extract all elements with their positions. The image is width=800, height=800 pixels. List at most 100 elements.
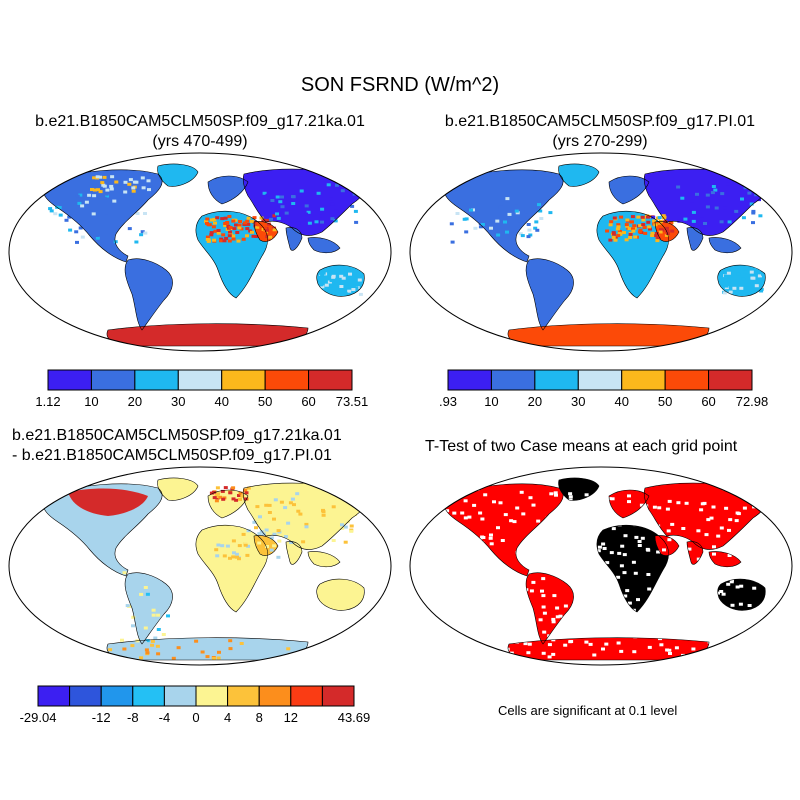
panel-2-case: b.e21.B1850CAM5CLM50SP.f09_g17.PI.01 [444, 113, 756, 130]
colorbar-tick-label: 0 [192, 710, 199, 725]
coastline [708, 551, 742, 568]
landmass-greenland [157, 478, 198, 501]
colorbar-box [321, 685, 355, 707]
colorbar-box [134, 369, 179, 391]
colorbar-box [195, 685, 229, 707]
map-panel-3 [8, 466, 392, 666]
colorbar-2: .93 10 20 30 40 50 60 72.98 [439, 369, 768, 409]
colorbar-tick-label: -4 [159, 710, 171, 725]
coastline [307, 237, 341, 254]
panel-3-case-b: - b.e21.B1850CAM5CLM50SP.f09_g17.PI.01 [12, 447, 332, 464]
landmass-europe [609, 490, 649, 518]
coastline [654, 535, 680, 556]
coastline [285, 541, 303, 565]
map-border [409, 466, 793, 666]
landmass-greenland [558, 164, 599, 187]
colorbar-box [308, 369, 353, 391]
colorbar-tick-label: -29.04 [20, 710, 57, 725]
landmass-seAsia [709, 237, 741, 253]
panel-1-years: (yrs 470-499) [152, 133, 248, 150]
coastline [596, 210, 669, 299]
landmass-seAsia [308, 237, 340, 253]
colorbar-box [264, 369, 310, 391]
colorbar-box [47, 369, 92, 391]
colorbar-tick-label: 60 [301, 394, 315, 409]
colorbar-box [708, 369, 753, 391]
colorbar-box [100, 685, 134, 707]
colorbar-box [177, 369, 223, 391]
coastline [124, 258, 173, 331]
colorbar-tick-label: 20 [528, 394, 542, 409]
colorbar-tick-label: -12 [92, 710, 111, 725]
landmass-northAmerica [444, 169, 564, 262]
colorbar-tick-label: 10 [84, 394, 98, 409]
landmass-africa [195, 211, 268, 298]
coastline [717, 578, 766, 611]
map-panel-2 [409, 152, 793, 352]
landmass-india [687, 227, 703, 251]
colorbar-box [664, 369, 710, 391]
panel-2-title: b.e21.B1850CAM5CLM50SP.f09_g17.PI.01 (yr… [400, 112, 800, 152]
coastline [316, 578, 365, 611]
coastline [654, 221, 680, 242]
colorbar-tick-label: 4 [224, 710, 231, 725]
landmass-northAmerica [43, 169, 163, 262]
colorbar-tick-label: 30 [171, 394, 185, 409]
colorbar-tick-label: 43.69 [338, 710, 371, 725]
coastline [525, 258, 574, 331]
coastline [157, 163, 199, 187]
landmass-southAmerica [526, 258, 574, 330]
map-panel-1 [8, 152, 392, 352]
colorbar-tick-label: 20 [128, 394, 142, 409]
landmass-europe [609, 176, 649, 204]
colorbar-box [577, 369, 623, 391]
grid-cells [439, 486, 773, 659]
colorbar-tick-label: 40 [214, 394, 228, 409]
coastline [207, 175, 249, 205]
coastline [316, 264, 365, 297]
land-layer [439, 477, 773, 661]
coastline [608, 489, 650, 519]
colorbar-box [37, 685, 71, 707]
colorbar-tick-label: 12 [284, 710, 298, 725]
landmass-southAmerica [125, 258, 173, 330]
coastline [195, 210, 268, 299]
colorbar-tick-label: 50 [258, 394, 272, 409]
landmass-greenland [157, 164, 198, 187]
coastline [558, 163, 600, 187]
landmass-seAsia [308, 551, 340, 567]
coastline [307, 551, 341, 568]
map-border [409, 152, 793, 352]
colorbar-tick-label: 50 [658, 394, 672, 409]
colorbar-1: 1.12 10 20 30 40 50 60 73.51 [35, 369, 368, 409]
colorbar-box [163, 685, 197, 707]
panel-3-title: b.e21.B1850CAM5CLM50SP.f09_g17.21ka.01 -… [0, 426, 412, 466]
colorbar-box [132, 685, 165, 707]
colorbar-box [621, 369, 666, 391]
colorbar-tick-label: 40 [614, 394, 628, 409]
colorbar-box [221, 369, 266, 391]
landmass-india [286, 541, 302, 565]
land-layer [444, 163, 769, 347]
coastline [253, 535, 279, 556]
colorbar-box [447, 369, 492, 391]
panel-1-case: b.e21.B1850CAM5CLM50SP.f09_g17.21ka.01 [35, 113, 365, 130]
colorbar-tick-label: 10 [484, 394, 498, 409]
grid-cells [449, 182, 765, 295]
landmass-australia [316, 579, 365, 611]
land-layer [43, 477, 368, 661]
panel-4-title: T-Test of two Case means at each grid po… [425, 438, 738, 455]
coastline [253, 221, 279, 242]
coastline [708, 237, 742, 254]
coastline [43, 483, 163, 577]
colorbar-box [534, 369, 579, 391]
landmass-india [286, 227, 302, 251]
landmass-antarctica [106, 323, 308, 346]
coastline [558, 477, 600, 501]
coastline [717, 264, 766, 297]
coastline [686, 227, 704, 251]
colorbar-tick-label: .93 [439, 394, 457, 409]
significance-note: Cells are significant at 0.1 level [498, 703, 678, 718]
coastline [285, 227, 303, 251]
panel-1-title: b.e21.B1850CAM5CLM50SP.f09_g17.21ka.01 (… [0, 112, 400, 152]
